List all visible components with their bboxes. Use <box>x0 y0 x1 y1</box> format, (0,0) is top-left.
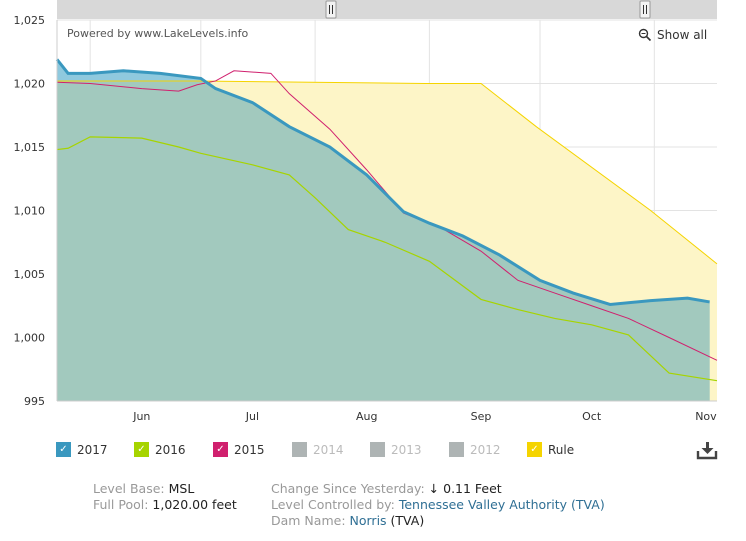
dam-suffix: (TVA) <box>390 513 425 528</box>
checkmark-icon: ✓ <box>213 442 228 457</box>
download-icon <box>696 442 718 460</box>
legend-label: 2017 <box>77 442 108 457</box>
legend-item-2013[interactable]: 2013 <box>370 442 422 457</box>
legend-item-2012[interactable]: 2012 <box>449 442 501 457</box>
x-tick-label: Nov <box>695 410 717 423</box>
legend-swatch <box>370 442 385 457</box>
legend-swatch <box>292 442 307 457</box>
legend-item-2016[interactable]: ✓ 2016 <box>134 442 186 457</box>
legend-label: 2013 <box>391 442 422 457</box>
y-tick-label: 1,025 <box>14 14 46 27</box>
full-pool-value: 1,020.00 feet <box>152 497 237 512</box>
change-label: Change Since Yesterday: <box>271 481 425 496</box>
y-tick-label: 995 <box>24 395 45 408</box>
show-all-button[interactable]: Show all <box>638 28 707 42</box>
y-tick-label: 1,020 <box>14 78 46 91</box>
x-tick-label: Sep <box>471 410 492 423</box>
x-tick-label: Oct <box>582 410 602 423</box>
y-tick-label: 1,000 <box>14 332 46 345</box>
series-2016-line <box>56 136 718 382</box>
series-2017-line <box>55 58 710 307</box>
navigator-handle-left[interactable] <box>325 0 337 19</box>
chart-credit[interactable]: Powered by www.LakeLevels.info <box>67 27 249 40</box>
legend-label: 2016 <box>155 442 186 457</box>
navigator-handle-right[interactable] <box>639 0 651 19</box>
legend-item-rule[interactable]: ✓ Rule <box>527 442 574 457</box>
download-button[interactable] <box>696 442 718 460</box>
axis-layer: 1,025 1,020 1,015 1,010 1,005 1,000 995 Jun Jul A… <box>14 14 718 423</box>
checkmark-icon: ✓ <box>134 442 149 457</box>
y-tick-label: 1,010 <box>14 205 46 218</box>
y-tick-label: 1,015 <box>14 141 46 154</box>
dam-link[interactable]: Norris <box>349 513 387 528</box>
controlled-label: Level Controlled by: <box>271 497 395 512</box>
dam-label: Dam Name: <box>271 513 346 528</box>
controlled-link[interactable]: Tennessee Valley Authority (TVA) <box>398 497 605 512</box>
checkmark-icon: ✓ <box>527 442 542 457</box>
checkmark-icon: ✓ <box>56 442 71 457</box>
legend-swatch <box>449 442 464 457</box>
info-left: Level Base: MSL Full Pool: 1,020.00 feet <box>93 481 237 513</box>
x-tick-label: Jul <box>245 410 259 423</box>
x-tick-label: Jun <box>132 410 150 423</box>
legend-label: Rule <box>548 442 575 457</box>
change-value: ↓ 0.11 Feet <box>428 481 502 496</box>
navigator[interactable] <box>57 0 717 19</box>
level-base-value: MSL <box>168 481 195 496</box>
lake-level-chart: 1,025 1,020 1,015 1,010 1,005 1,000 995 Jun Jul A… <box>14 0 718 423</box>
info-right: Change Since Yesterday: ↓ 0.11 Feet Leve… <box>271 481 605 529</box>
x-tick-label: Aug <box>356 410 377 423</box>
series-2015-line <box>56 70 718 361</box>
chart-legend: ✓ 2017 ✓ 2016 ✓ 2015 2014 2013 2012 ✓ Rule <box>56 442 746 462</box>
legend-item-2017[interactable]: ✓ 2017 <box>56 442 108 457</box>
legend-label: 2012 <box>470 442 501 457</box>
legend-item-2015[interactable]: ✓ 2015 <box>213 442 265 457</box>
magnifier-icon <box>638 28 652 42</box>
navigator-track[interactable] <box>57 0 717 19</box>
legend-label: 2014 <box>313 442 344 457</box>
series-layer <box>55 58 718 402</box>
legend-item-2014[interactable]: 2014 <box>292 442 344 457</box>
overlap-area <box>57 80 710 401</box>
show-all-label: Show all <box>657 28 708 42</box>
full-pool-label: Full Pool: <box>93 497 149 512</box>
legend-label: 2015 <box>234 442 265 457</box>
level-base-label: Level Base: <box>93 481 165 496</box>
y-tick-label: 1,005 <box>14 268 46 281</box>
